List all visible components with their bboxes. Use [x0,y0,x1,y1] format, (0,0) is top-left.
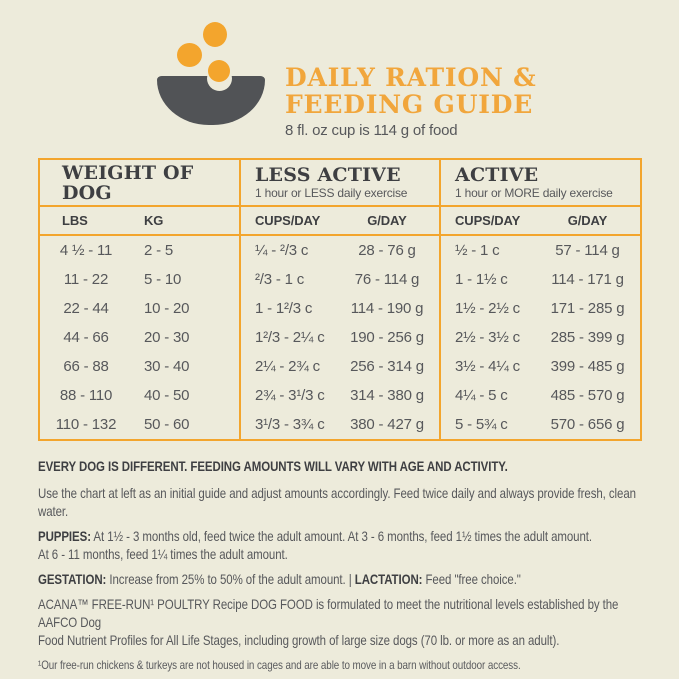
less-active-cups: 1²/3 - 2¼ c [239,323,335,352]
col-header-kg: KG [144,213,164,228]
col-header-active-grams: G/DAY [567,213,608,228]
puppies-label: PUPPIES: [38,528,91,544]
lbs-range: 66 - 88 [63,358,109,375]
col-header-less-active-grams: G/DAY [367,213,407,228]
kg-range: 2 - 5 [144,242,174,259]
dog-bowl-icon [150,16,272,128]
less-active-grams: 76 - 114 g [354,271,420,288]
active-grams: 485 - 570 g [550,387,625,404]
table-row: 11 - 22 5 - 10 ²/3 - 1 c 76 - 114 g 1 - … [40,265,640,294]
lbs-range: 88 - 110 [59,387,113,404]
intro-note: Use the chart at left as an initial guid… [38,485,636,519]
active-cups: ½ - 1 c [439,236,535,265]
kibble-icon [208,60,230,82]
table-row: 4 ½ - 11 2 - 5 ¼ - ²/3 c 28 - 76 g ½ - 1… [40,236,640,265]
page-title: DAILY RATION & FEEDING GUIDE [285,64,537,118]
kg-range: 50 - 60 [144,416,190,433]
table-row: 88 - 110 40 - 50 2¾ - 3¹/3 c 314 - 380 g… [40,381,640,410]
table-row: 110 - 132 50 - 60 3¹/3 - 3¾ c 380 - 427 … [40,410,640,439]
less-active-cups: 2¼ - 2¾ c [239,352,335,381]
lactation-text: Feed "free choice." [422,571,521,587]
group-sublabel: 1 hour or MORE daily exercise [455,186,613,200]
gestation-text: Increase from 25% to 50% of the adult am… [106,571,349,587]
less-active-grams: 380 - 427 g [350,416,424,433]
group-less-active: LESS ACTIVE 1 hour or LESS daily exercis… [239,160,439,205]
lactation-label: LACTATION: [351,571,423,587]
less-active-grams: 114 - 190 g [350,300,424,317]
lbs-range: 22 - 44 [63,300,109,317]
table-group-header-row: WEIGHT OF DOG LESS ACTIVE 1 hour or LESS… [40,160,640,207]
active-cups: 2½ - 3½ c [439,323,535,352]
cup-conversion-note: 8 fl. oz cup is 114 g of food [285,122,458,139]
puppies-line2: At 6 - 11 months, feed 1¼ times the adul… [38,546,288,562]
gestation-label: GESTATION: [38,571,107,587]
active-cups: 5 - 5¾ c [439,410,535,439]
feeding-table: WEIGHT OF DOG LESS ACTIVE 1 hour or LESS… [38,158,642,441]
kibble-icon [203,22,227,47]
active-cups: 3½ - 4¼ c [439,352,535,381]
active-grams: 285 - 399 g [550,329,625,346]
less-active-grams: 28 - 76 g [358,242,416,259]
feeding-notes: EVERY DOG IS DIFFERENT. FEEDING AMOUNTS … [38,457,642,679]
group-label: WEIGHT OF DOG [62,161,194,204]
less-active-cups: 3¹/3 - 3¾ c [239,410,335,439]
lbs-range: 4 ½ - 11 [59,242,113,259]
pipe-divider: | [348,571,352,587]
kg-range: 10 - 20 [144,300,190,317]
group-label: LESS ACTIVE [255,164,401,186]
kibble-icon [177,43,202,67]
page-title-line2: FEEDING GUIDE [285,90,534,119]
lbs-range: 44 - 66 [63,329,109,346]
group-weight-of-dog: WEIGHT OF DOG [40,160,239,205]
puppies-note: PUPPIES: At 1½ - 3 months old, feed twic… [38,527,642,563]
less-active-cups: 2¾ - 3¹/3 c [239,381,335,410]
less-active-grams: 256 - 314 g [350,358,424,375]
active-cups: 1 - 1½ c [439,265,535,294]
header-title-block: DAILY RATION & FEEDING GUIDE 8 fl. oz cu… [285,64,537,139]
group-sublabel: 1 hour or LESS daily exercise [255,186,408,200]
col-header-lbs: LBS [62,213,88,228]
active-grams: 114 - 171 g [551,271,624,288]
active-grams: 570 - 656 g [550,416,625,433]
kg-range: 40 - 50 [144,387,190,404]
table-row: 66 - 88 30 - 40 2¼ - 2¾ c 256 - 314 g 3½… [40,352,640,381]
kg-range: 5 - 10 [144,271,182,288]
aafco-note: ACANA™ FREE-RUN¹ POULTRY Recipe DOG FOOD… [38,595,642,649]
col-header-active-cups: CUPS/DAY [439,207,535,234]
active-grams: 399 - 485 g [550,358,625,375]
kg-range: 30 - 40 [144,358,190,375]
notes-heading: EVERY DOG IS DIFFERENT. FEEDING AMOUNTS … [38,458,508,474]
page-title-line1: DAILY RATION & [285,63,537,92]
aafco-line1: ACANA™ FREE-RUN¹ POULTRY Recipe DOG FOOD… [38,596,619,630]
active-grams: 57 - 114 g [555,242,620,259]
col-header-less-active-cups: CUPS/DAY [239,207,335,234]
group-label: ACTIVE [455,164,539,186]
less-active-cups: ¼ - ²/3 c [239,236,335,265]
less-active-grams: 190 - 256 g [350,329,424,346]
table-column-header-row: LBS KG CUPS/DAY G/DAY CUPS/DAY G/DAY [40,207,640,236]
kg-range: 20 - 30 [144,329,190,346]
lbs-range: 110 - 132 [55,416,117,433]
active-cups: 4¼ - 5 c [439,381,535,410]
active-grams: 171 - 285 g [550,300,625,317]
lbs-range: 11 - 22 [63,271,109,288]
active-cups: 1½ - 2½ c [439,294,535,323]
aafco-line2: Food Nutrient Profiles for All Life Stag… [38,632,560,648]
gestation-lactation-note: GESTATION: Increase from 25% to 50% of t… [38,570,642,588]
less-active-grams: 314 - 380 g [350,387,424,404]
less-active-cups: ²/3 - 1 c [239,265,335,294]
table-row: 44 - 66 20 - 30 1²/3 - 2¼ c 190 - 256 g … [40,323,640,352]
table-row: 22 - 44 10 - 20 1 - 1²/3 c 114 - 190 g 1… [40,294,640,323]
free-run-footnote: ¹Our free-run chickens & turkeys are not… [38,658,521,672]
group-active: ACTIVE 1 hour or MORE daily exercise [439,160,640,205]
puppies-line1: At 1½ - 3 months old, feed twice the adu… [90,528,592,544]
less-active-cups: 1 - 1²/3 c [239,294,335,323]
